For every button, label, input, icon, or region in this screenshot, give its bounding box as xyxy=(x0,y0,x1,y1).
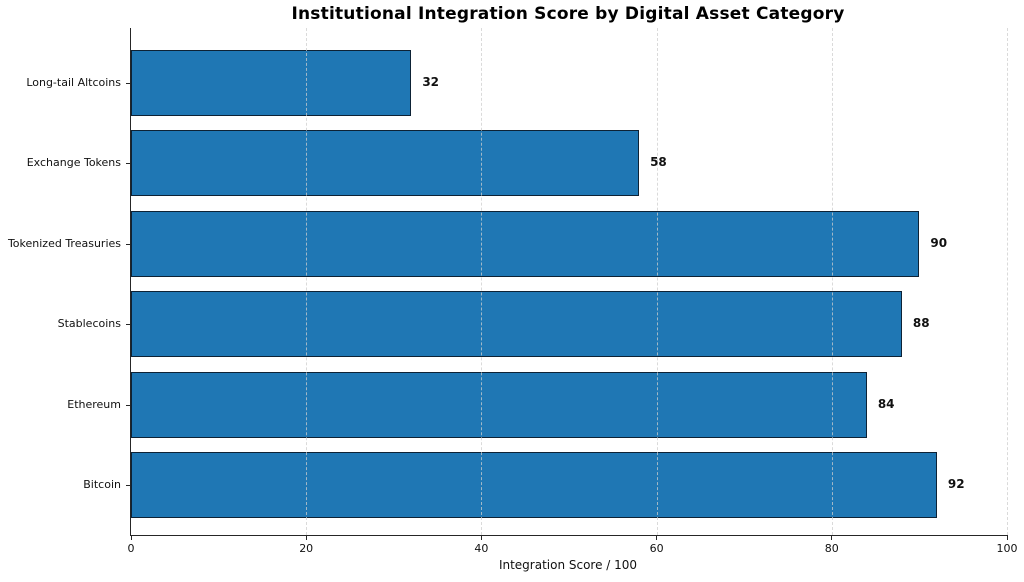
chart-title: Institutional Integration Score by Digit… xyxy=(291,4,845,24)
x-axis-label: Integration Score / 100 xyxy=(498,558,638,572)
x-tick-label-40: 40 xyxy=(474,542,489,555)
x-tick-mark-60 xyxy=(656,535,658,540)
y-tick-label-ethereum: Ethereum xyxy=(67,397,121,411)
y-tick-label-tokenized-treasuries: Tokenized Treasuries xyxy=(7,236,121,250)
y-tick-label-bitcoin: Bitcoin xyxy=(83,478,121,491)
bar-stablecoins xyxy=(131,291,902,358)
plot-area: 32 Long-tail Altcoins 58 Exchange Tokens 90 T… xyxy=(8,28,1018,555)
x-tick-mark-20 xyxy=(305,535,307,540)
bar-value-exchange-tokens: 58 xyxy=(650,155,667,170)
bar-ethereum xyxy=(131,371,867,438)
x-tick-label-20: 20 xyxy=(299,542,314,555)
bar-tokenized-treasuries xyxy=(131,210,920,277)
gridline-x-80 xyxy=(831,28,833,535)
x-tick-label-0: 0 xyxy=(127,542,135,555)
x-tick-mark-100 xyxy=(1006,535,1008,540)
x-tick-mark-0 xyxy=(130,535,132,540)
bar-value-long-tail-altcoins: 32 xyxy=(422,75,440,89)
bar-exchange-tokens xyxy=(131,130,640,197)
y-tick-mark-exchange-tokens xyxy=(126,163,131,165)
x-tick-mark-80 xyxy=(831,535,833,540)
bar-long-tail-altcoins xyxy=(131,50,412,116)
gridline-x-60 xyxy=(656,28,658,535)
bar-value-stablecoins: 88 xyxy=(912,316,930,331)
gridline-x-20 xyxy=(306,28,308,535)
x-tick-label-100: 100 xyxy=(996,542,1018,555)
x-tick-mark-40 xyxy=(480,535,482,540)
y-tick-label-exchange-tokens: Exchange Tokens xyxy=(26,156,121,170)
x-tick-label-60: 60 xyxy=(649,542,664,555)
y-tick-mark-long-tail-altcoins xyxy=(126,83,131,84)
y-tick-mark-stablecoins xyxy=(126,324,131,326)
y-tick-mark-ethereum xyxy=(126,404,131,406)
bar-value-tokenized-treasuries: 90 xyxy=(930,235,948,250)
y-tick-mark-tokenized-treasuries xyxy=(126,243,131,245)
gridline-x-100 xyxy=(1007,28,1008,535)
bar-value-ethereum: 84 xyxy=(877,396,895,411)
gridline-x-40 xyxy=(481,28,483,535)
y-tick-mark-bitcoin xyxy=(126,485,131,486)
x-tick-label-80: 80 xyxy=(824,542,839,555)
bar-bitcoin xyxy=(131,452,937,518)
y-tick-label-stablecoins: Stablecoins xyxy=(57,317,121,331)
bar-value-bitcoin: 92 xyxy=(947,477,965,491)
y-tick-label-long-tail-altcoins: Long-tail Altcoins xyxy=(26,76,121,89)
